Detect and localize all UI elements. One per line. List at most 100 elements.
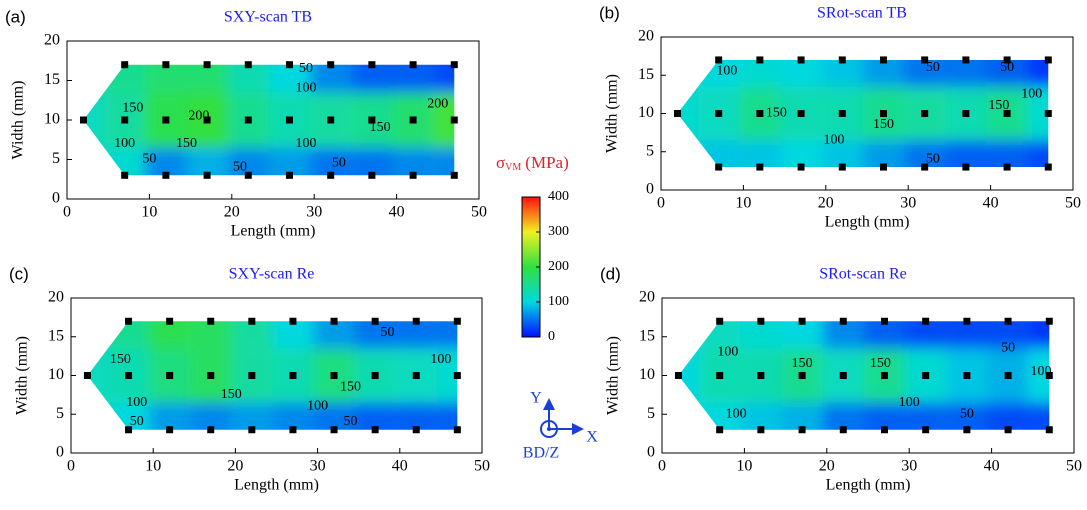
field-cell	[862, 140, 905, 168]
contour-label: 150	[110, 352, 131, 367]
measurement-point	[368, 116, 376, 124]
measurement-point	[798, 426, 806, 434]
field-cell	[781, 321, 823, 349]
y-tick-label: 15	[638, 66, 654, 83]
field-cell	[822, 402, 864, 430]
y-tick-label: 10	[639, 366, 655, 383]
x-tick-label: 10	[145, 458, 161, 475]
measurement-point	[963, 426, 971, 434]
measurement-point	[453, 317, 461, 325]
field-cell	[821, 140, 863, 168]
contour-label: 50	[130, 414, 144, 429]
measurement-point	[207, 372, 215, 379]
x-tick-label: 20	[819, 458, 835, 475]
measurement-point	[330, 372, 338, 379]
measurement-point	[289, 372, 297, 379]
chart-panel: 100 150 150 150 50 50 100 100 50 0 10 20 30 40 50 0 5 10 1…	[599, 3, 1081, 230]
contour-label: 100	[726, 406, 747, 421]
x-tick-label: 20	[224, 204, 240, 221]
measurement-point	[757, 426, 765, 434]
measurement-point	[715, 163, 723, 171]
measurement-point	[921, 56, 929, 64]
y-tick-label: 15	[44, 71, 60, 88]
measurement-point	[674, 372, 682, 379]
measurement-point	[1045, 317, 1053, 325]
chart-panel: 150 100 50 150 100 50 150 50 100 0 10 20 30 40 50 0 5 10 1…	[9, 264, 490, 493]
stress-field	[87, 321, 458, 430]
measurement-point	[244, 116, 252, 124]
measurement-point	[330, 317, 338, 325]
field-cell	[946, 402, 988, 430]
measurement-point	[716, 372, 724, 379]
measurement-point	[125, 317, 133, 325]
measurement-point	[838, 56, 846, 64]
contour-label: 150	[792, 356, 813, 371]
measurement-point	[368, 61, 376, 69]
measurement-point	[412, 426, 420, 434]
y-tick-label: 5	[56, 405, 64, 422]
measurement-point	[450, 171, 458, 179]
colorbar-title: σVM (MPa)	[496, 153, 569, 173]
field-cell	[395, 321, 437, 349]
measurement-point	[330, 426, 338, 434]
x-axis-label: Length (mm)	[231, 223, 316, 240]
field-cell	[1028, 402, 1050, 430]
measurement-point	[921, 110, 929, 117]
colorbar-tick-label: 200	[548, 259, 569, 274]
y-tick-label: 20	[638, 28, 654, 45]
panel-label: (c)	[9, 264, 29, 283]
field-cell	[313, 321, 355, 349]
x-tick-label: 50	[1065, 195, 1081, 212]
contour-label: 150	[873, 117, 894, 132]
measurement-point	[248, 317, 256, 325]
measurement-point	[922, 372, 930, 379]
measurement-point	[757, 372, 765, 379]
field-cell	[905, 321, 947, 349]
field-cell	[863, 402, 906, 430]
y-tick-label: 0	[647, 444, 655, 461]
contour-label: 150	[176, 136, 197, 151]
y-tick-label: 20	[48, 289, 64, 306]
measurement-point	[327, 171, 335, 179]
field-cell	[904, 140, 946, 168]
measurement-point	[922, 317, 930, 325]
measurement-point	[1003, 163, 1011, 171]
x-tick-label: 50	[471, 204, 487, 221]
x-tick-label: 10	[735, 195, 751, 212]
x-axis-label: Length (mm)	[826, 477, 911, 494]
field-cell	[433, 147, 455, 176]
measurement-point	[166, 372, 174, 379]
x-tick-label: 10	[141, 204, 157, 221]
field-cell	[986, 140, 1028, 168]
measurement-point	[798, 372, 806, 379]
measurement-point	[838, 163, 846, 171]
contour-label: 50	[343, 414, 357, 429]
colorbar-tick-label: 0	[548, 329, 555, 344]
chart-title: SXY-scan Re	[229, 266, 315, 283]
y-axis-label: Width (mm)	[14, 336, 31, 415]
contour-label: 150	[340, 379, 361, 394]
measurement-point	[1003, 110, 1011, 117]
measurement-point	[716, 426, 724, 434]
x-tick-label: 10	[736, 458, 752, 475]
measurement-point	[371, 317, 379, 325]
y-tick-label: 15	[639, 327, 655, 344]
field-cell	[231, 402, 273, 430]
measurement-point	[450, 61, 458, 69]
measurement-point	[1003, 56, 1011, 64]
measurement-point	[962, 110, 970, 117]
field-cell	[149, 321, 191, 349]
measurement-point	[756, 163, 764, 171]
x-tick-label: 40	[389, 204, 405, 221]
contour-label: 100	[126, 395, 147, 410]
measurement-point	[244, 61, 252, 69]
measurement-point	[409, 61, 417, 69]
field-cell	[310, 147, 352, 176]
field-cell	[272, 402, 314, 430]
stress-field	[677, 59, 1049, 168]
measurement-point	[409, 116, 417, 124]
y-axis-label: Width (mm)	[10, 81, 27, 160]
contour-label: 100	[824, 132, 845, 147]
x-tick-label: 30	[310, 458, 326, 475]
